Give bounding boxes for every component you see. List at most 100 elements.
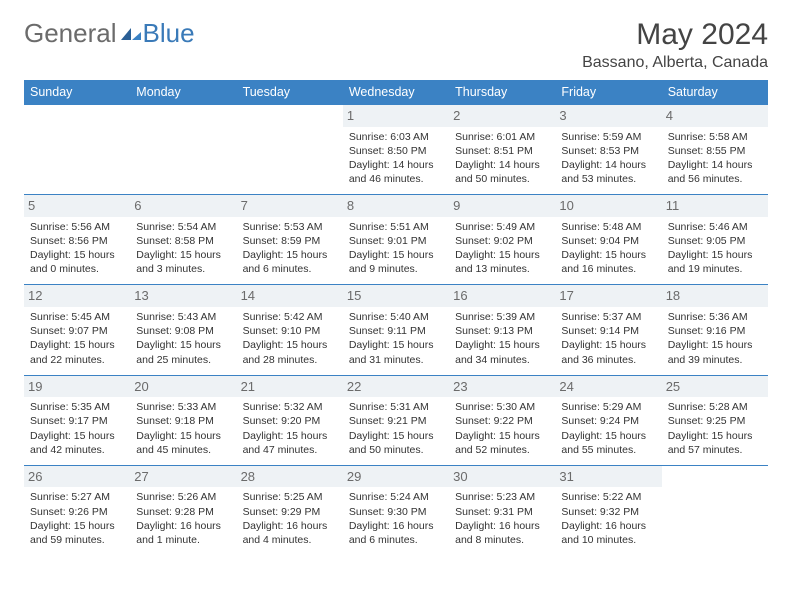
day-cell-2: 2 Sunrise: 6:01 AMSunset: 8:51 PMDaylight… <box>449 105 555 195</box>
day-info: Sunrise: 5:31 AMSunset: 9:21 PMDaylight:… <box>349 400 443 457</box>
day-number: 7 <box>237 195 343 217</box>
calendar-row: 5 Sunrise: 5:56 AMSunset: 8:56 PMDaylight… <box>24 195 768 285</box>
day-info: Sunrise: 5:51 AMSunset: 9:01 PMDaylight:… <box>349 220 443 277</box>
day-number: 27 <box>130 466 236 488</box>
day-info: Sunrise: 5:33 AMSunset: 9:18 PMDaylight:… <box>136 400 230 457</box>
day-info: Sunrise: 5:24 AMSunset: 9:30 PMDaylight:… <box>349 490 443 547</box>
day-number: 18 <box>662 285 768 307</box>
day-cell-23: 23Sunrise: 5:30 AMSunset: 9:22 PMDayligh… <box>449 375 555 465</box>
calendar-row: 19Sunrise: 5:35 AMSunset: 9:17 PMDayligh… <box>24 375 768 465</box>
day-cell-25: 25Sunrise: 5:28 AMSunset: 9:25 PMDayligh… <box>662 375 768 465</box>
day-cell-10: 10Sunrise: 5:48 AMSunset: 9:04 PMDayligh… <box>555 195 661 285</box>
day-cell-4: 4 Sunrise: 5:58 AMSunset: 8:55 PMDaylight… <box>662 105 768 195</box>
sail-icon <box>119 18 143 34</box>
day-cell-3: 3Sunrise: 5:59 AMSunset: 8:53 PMDaylight… <box>555 105 661 195</box>
day-cell-14: 14Sunrise: 5:42 AMSunset: 9:10 PMDayligh… <box>237 285 343 375</box>
day-info: Sunrise: 5:58 AMSunset: 8:55 PMDaylight:… <box>668 130 762 187</box>
day-cell-13: 13 Sunrise: 5:43 AMSunset: 9:08 PMDayligh… <box>130 285 236 375</box>
weekday-monday: Monday <box>130 80 236 105</box>
day-cell-1: 1 Sunrise: 6:03 AMSunset: 8:50 PMDaylight… <box>343 105 449 195</box>
day-number: 11 <box>662 195 768 217</box>
day-number: 2 <box>449 105 555 127</box>
calendar-body: 1 Sunrise: 6:03 AMSunset: 8:50 PMDaylight… <box>24 105 768 556</box>
day-cell-16: 16Sunrise: 5:39 AMSunset: 9:13 PMDayligh… <box>449 285 555 375</box>
day-info: Sunrise: 5:37 AMSunset: 9:14 PMDaylight:… <box>561 310 655 367</box>
day-cell-12: 12Sunrise: 5:45 AMSunset: 9:07 PMDayligh… <box>24 285 130 375</box>
day-cell-30: 30Sunrise: 5:23 AMSunset: 9:31 PMDayligh… <box>449 465 555 555</box>
day-cell-26: 26Sunrise: 5:27 AMSunset: 9:26 PMDayligh… <box>24 465 130 555</box>
day-number: 5 <box>24 195 130 217</box>
day-info: Sunrise: 5:29 AMSunset: 9:24 PMDaylight:… <box>561 400 655 457</box>
weekday-thursday: Thursday <box>449 80 555 105</box>
day-info: Sunrise: 5:56 AMSunset: 8:56 PMDaylight:… <box>30 220 124 277</box>
day-info: Sunrise: 5:35 AMSunset: 9:17 PMDaylight:… <box>30 400 124 457</box>
day-number: 1 <box>343 105 449 127</box>
day-info: Sunrise: 5:25 AMSunset: 9:29 PMDaylight:… <box>243 490 337 547</box>
day-cell-9: 9 Sunrise: 5:49 AMSunset: 9:02 PMDaylight… <box>449 195 555 285</box>
day-number: 9 <box>449 195 555 217</box>
weekday-wednesday: Wednesday <box>343 80 449 105</box>
day-cell-27: 27Sunrise: 5:26 AMSunset: 9:28 PMDayligh… <box>130 465 236 555</box>
day-info: Sunrise: 5:28 AMSunset: 9:25 PMDaylight:… <box>668 400 762 457</box>
day-info: Sunrise: 6:03 AMSunset: 8:50 PMDaylight:… <box>349 130 443 187</box>
day-cell-19: 19Sunrise: 5:35 AMSunset: 9:17 PMDayligh… <box>24 375 130 465</box>
day-cell-7: 7 Sunrise: 5:53 AMSunset: 8:59 PMDaylight… <box>237 195 343 285</box>
day-number: 20 <box>130 376 236 398</box>
location: Bassano, Alberta, Canada <box>582 54 768 72</box>
day-number: 8 <box>343 195 449 217</box>
title-block: May 2024 Bassano, Alberta, Canada <box>582 18 768 72</box>
weekday-sunday: Sunday <box>24 80 130 105</box>
day-info: Sunrise: 5:45 AMSunset: 9:07 PMDaylight:… <box>30 310 124 367</box>
weekday-header-row: SundayMondayTuesdayWednesdayThursdayFrid… <box>24 80 768 105</box>
empty-cell <box>130 105 236 195</box>
day-number: 15 <box>343 285 449 307</box>
day-number: 25 <box>662 376 768 398</box>
day-number: 22 <box>343 376 449 398</box>
day-number: 30 <box>449 466 555 488</box>
day-number: 29 <box>343 466 449 488</box>
weekday-friday: Friday <box>555 80 661 105</box>
day-number: 14 <box>237 285 343 307</box>
day-info: Sunrise: 5:26 AMSunset: 9:28 PMDaylight:… <box>136 490 230 547</box>
day-number: 21 <box>237 376 343 398</box>
day-cell-5: 5 Sunrise: 5:56 AMSunset: 8:56 PMDaylight… <box>24 195 130 285</box>
weekday-saturday: Saturday <box>662 80 768 105</box>
day-cell-8: 8 Sunrise: 5:51 AMSunset: 9:01 PMDaylight… <box>343 195 449 285</box>
day-cell-29: 29Sunrise: 5:24 AMSunset: 9:30 PMDayligh… <box>343 465 449 555</box>
day-number: 28 <box>237 466 343 488</box>
day-info: Sunrise: 5:22 AMSunset: 9:32 PMDaylight:… <box>561 490 655 547</box>
logo-text-1: General <box>24 18 117 49</box>
month-title: May 2024 <box>582 18 768 52</box>
day-info: Sunrise: 5:48 AMSunset: 9:04 PMDaylight:… <box>561 220 655 277</box>
day-info: Sunrise: 5:53 AMSunset: 8:59 PMDaylight:… <box>243 220 337 277</box>
day-number: 6 <box>130 195 236 217</box>
day-cell-15: 15Sunrise: 5:40 AMSunset: 9:11 PMDayligh… <box>343 285 449 375</box>
day-number: 26 <box>24 466 130 488</box>
day-number: 17 <box>555 285 661 307</box>
day-number: 4 <box>662 105 768 127</box>
logo-text-2: Blue <box>143 18 195 49</box>
day-info: Sunrise: 5:49 AMSunset: 9:02 PMDaylight:… <box>455 220 549 277</box>
day-number: 13 <box>130 285 236 307</box>
day-info: Sunrise: 5:43 AMSunset: 9:08 PMDaylight:… <box>136 310 230 367</box>
weekday-tuesday: Tuesday <box>237 80 343 105</box>
day-cell-18: 18Sunrise: 5:36 AMSunset: 9:16 PMDayligh… <box>662 285 768 375</box>
day-number: 3 <box>555 105 661 127</box>
day-info: Sunrise: 5:39 AMSunset: 9:13 PMDaylight:… <box>455 310 549 367</box>
day-cell-22: 22Sunrise: 5:31 AMSunset: 9:21 PMDayligh… <box>343 375 449 465</box>
day-info: Sunrise: 5:30 AMSunset: 9:22 PMDaylight:… <box>455 400 549 457</box>
calendar-row: 1 Sunrise: 6:03 AMSunset: 8:50 PMDaylight… <box>24 105 768 195</box>
calendar-row: 26Sunrise: 5:27 AMSunset: 9:26 PMDayligh… <box>24 465 768 555</box>
empty-cell <box>237 105 343 195</box>
day-cell-24: 24Sunrise: 5:29 AMSunset: 9:24 PMDayligh… <box>555 375 661 465</box>
calendar: SundayMondayTuesdayWednesdayThursdayFrid… <box>24 80 768 555</box>
day-info: Sunrise: 5:54 AMSunset: 8:58 PMDaylight:… <box>136 220 230 277</box>
day-cell-31: 31Sunrise: 5:22 AMSunset: 9:32 PMDayligh… <box>555 465 661 555</box>
header: General Blue May 2024 Bassano, Alberta, … <box>24 18 768 72</box>
day-info: Sunrise: 5:27 AMSunset: 9:26 PMDaylight:… <box>30 490 124 547</box>
day-info: Sunrise: 5:32 AMSunset: 9:20 PMDaylight:… <box>243 400 337 457</box>
empty-cell <box>662 465 768 555</box>
day-cell-11: 11Sunrise: 5:46 AMSunset: 9:05 PMDayligh… <box>662 195 768 285</box>
day-info: Sunrise: 6:01 AMSunset: 8:51 PMDaylight:… <box>455 130 549 187</box>
logo: General Blue <box>24 18 195 49</box>
